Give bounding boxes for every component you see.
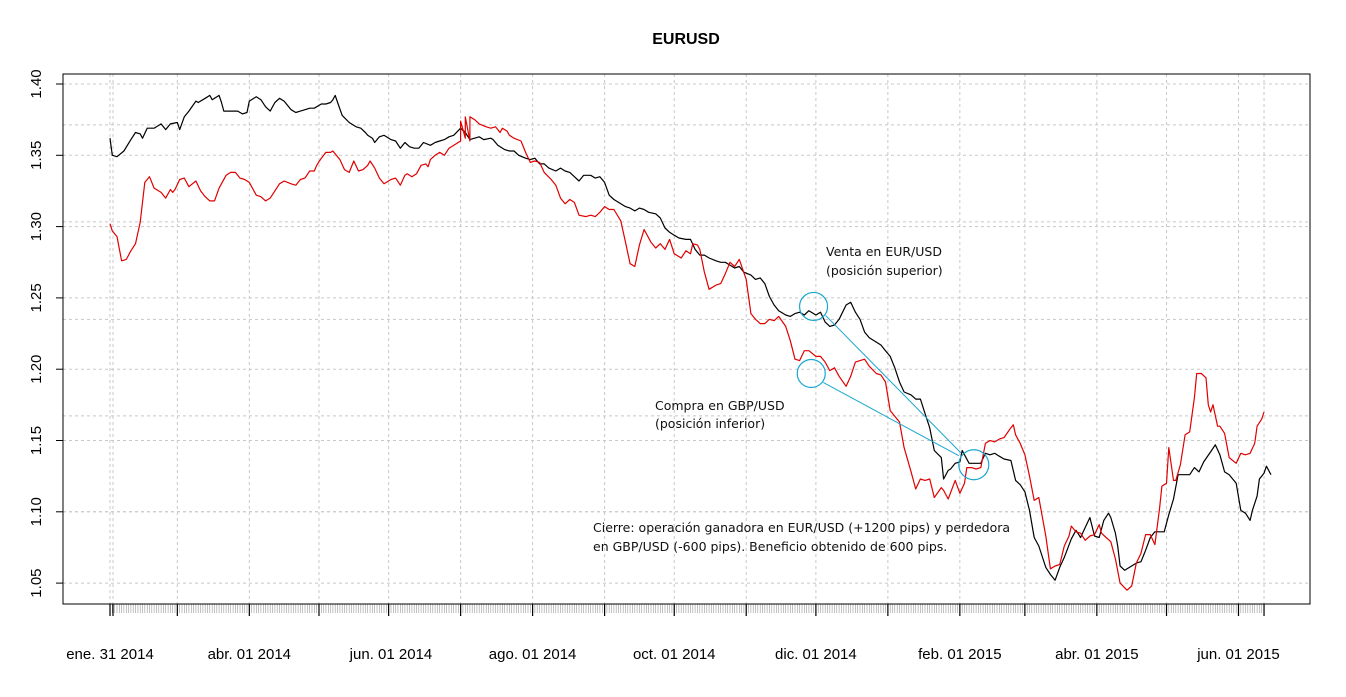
grid [63,74,1310,604]
y-tick-label: 1.25 [28,283,45,312]
series-line-gbpusd [109,116,1265,591]
marker-layer [796,291,990,481]
y-tick-label: 1.35 [28,141,45,170]
x-axis: ene. 31 2014 abr. 01 2014 jun. 01 2014 ago.… [66,603,1280,663]
chart-title: EURUSD [652,31,720,48]
x-tick-label: abr. 01 2015 [1055,646,1138,663]
y-tick-label: 1.20 [28,355,45,384]
series-line-eurusd [109,94,1272,581]
x-tick-label: jun. 01 2015 [1196,646,1280,663]
annotations: Venta en EUR/USD (posición superior) Com… [593,244,1010,554]
x-tick-label: ene. 31 2014 [66,646,154,663]
x-tick-label: feb. 01 2015 [918,646,1001,663]
annotation-venta-line-1: Venta en EUR/USD [826,244,942,259]
y-tick-label: 1.10 [28,497,45,526]
y-tick-label: 1.05 [28,568,45,597]
series-layer [109,94,1272,591]
entry-eurusd-circle [798,291,829,322]
y-tick-label: 1.30 [28,212,45,241]
entry-gbpusd-circle [796,358,826,389]
x-tick-label: abr. 01 2014 [208,646,291,663]
annotation-compra-line-2: (posición inferior) [655,416,765,431]
x-tick-label: dic. 01 2014 [775,646,857,663]
connector-line-gbpusd [823,382,960,457]
x-tick-label: ago. 01 2014 [489,646,577,663]
annotation-cierre-line-1: Cierre: operación ganadora en EUR/USD (+… [593,520,1010,535]
x-tick-label: jun. 01 2014 [349,646,433,663]
exit-circle [958,449,990,481]
x-tick-label: oct. 01 2014 [633,646,716,663]
y-tick-label: 1.40 [28,69,45,98]
annotation-venta-line-2: (posición superior) [826,263,943,278]
annotation-compra-line-1: Compra en GBP/USD [655,398,785,413]
annotation-cierre-line-2: en GBP/USD (-600 pips). Beneficio obteni… [593,539,947,554]
connector-line-eurusd [825,315,962,454]
y-axis: 1.05 1.10 1.15 1.20 1.25 1.30 1.35 1.40 [28,69,63,598]
y-tick-label: 1.15 [28,426,45,455]
